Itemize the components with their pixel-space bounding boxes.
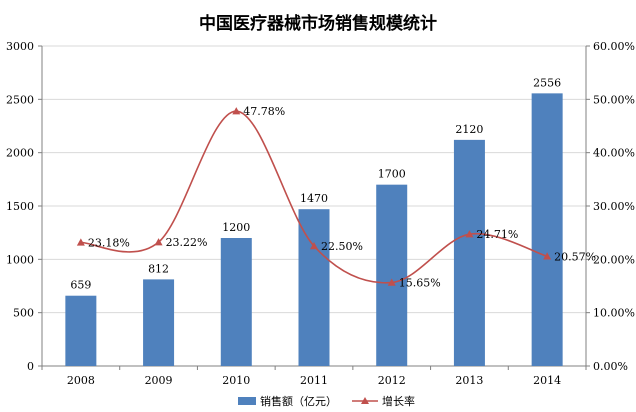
x-axis-tick-label: 2012 <box>378 374 406 387</box>
legend-swatch-bar <box>238 397 256 405</box>
bar-value-label: 659 <box>70 279 91 292</box>
x-axis-tick-label: 2008 <box>67 374 95 387</box>
growth-rate-label: 20.57% <box>554 250 596 263</box>
growth-rate-label: 24.71% <box>476 228 518 241</box>
right-axis-tick-label: 30.00% <box>593 200 635 213</box>
x-axis-tick-label: 2009 <box>145 374 173 387</box>
right-axis-tick-label: 0.00% <box>593 360 628 373</box>
x-axis-tick-label: 2011 <box>300 374 328 387</box>
growth-rate-marker <box>310 242 318 250</box>
growth-rate-marker <box>76 238 85 246</box>
bar-series <box>65 93 563 367</box>
growth-rate-marker <box>232 107 241 115</box>
bar <box>531 93 563 367</box>
growth-rate-marker <box>543 252 552 260</box>
growth-rate-label: 23.18% <box>88 236 130 249</box>
growth-rate-marker <box>387 278 396 286</box>
right-axis-tick-label: 50.00% <box>593 93 635 106</box>
left-axis-tick-label: 0 <box>27 360 34 373</box>
legend-label-line: 增长率 <box>382 394 415 408</box>
growth-rate-label: 15.65% <box>399 277 441 290</box>
bar <box>298 209 330 366</box>
left-axis-tick-label: 500 <box>13 307 34 320</box>
legend-label-bar: 销售额（亿元） <box>260 394 337 408</box>
growth-rate-label: 22.50% <box>321 240 363 253</box>
left-axis-tick-label: 1000 <box>6 253 34 266</box>
gridlines <box>42 45 586 314</box>
left-axis-tick-label: 1500 <box>6 200 34 213</box>
bar <box>143 279 175 366</box>
left-axis-tick-label: 2000 <box>6 147 34 160</box>
legend: 销售额（亿元） 增长率 <box>238 394 415 408</box>
chart-title: 中国医疗器械市场销售规模统计 <box>199 13 437 34</box>
growth-rate-marker <box>154 238 163 246</box>
bar-value-label: 2556 <box>533 76 561 89</box>
growth-rate-line <box>80 110 548 284</box>
line-series <box>76 107 552 286</box>
growth-rate-marker <box>465 230 474 238</box>
bar-value-label: 1200 <box>222 221 250 234</box>
bar <box>376 184 408 366</box>
left-axis-tick-label: 2500 <box>6 93 34 106</box>
right-axis-tick-label: 60.00% <box>593 40 635 53</box>
x-axis-tick-label: 2014 <box>533 374 561 387</box>
growth-rate-label: 23.22% <box>166 236 208 249</box>
growth-rate-label: 47.78% <box>243 105 285 118</box>
bar-value-label: 1470 <box>300 192 328 205</box>
x-axis-tick-label: 2010 <box>222 374 250 387</box>
bar-value-label: 812 <box>148 262 169 275</box>
right-axis-tick-label: 10.00% <box>593 307 635 320</box>
bar <box>65 295 97 366</box>
left-axis-tick-label: 3000 <box>6 40 34 53</box>
legend-marker-line <box>361 397 369 404</box>
bar-value-label: 2120 <box>455 123 483 136</box>
right-axis-tick-label: 20.00% <box>593 253 635 266</box>
x-axis-tick-label: 2013 <box>455 374 483 387</box>
bar <box>453 139 485 366</box>
bar <box>220 238 252 366</box>
bar-value-label: 1700 <box>378 168 406 181</box>
axes: 0 500 1000 1500 2000 2500 3000 0.00% 10.00% 20.00… <box>6 40 635 387</box>
data-labels: 659 812 1200 1470 1700 2120 2556 23.18% 23.22% 47… <box>70 76 596 291</box>
right-axis-tick-label: 40.00% <box>593 147 635 160</box>
